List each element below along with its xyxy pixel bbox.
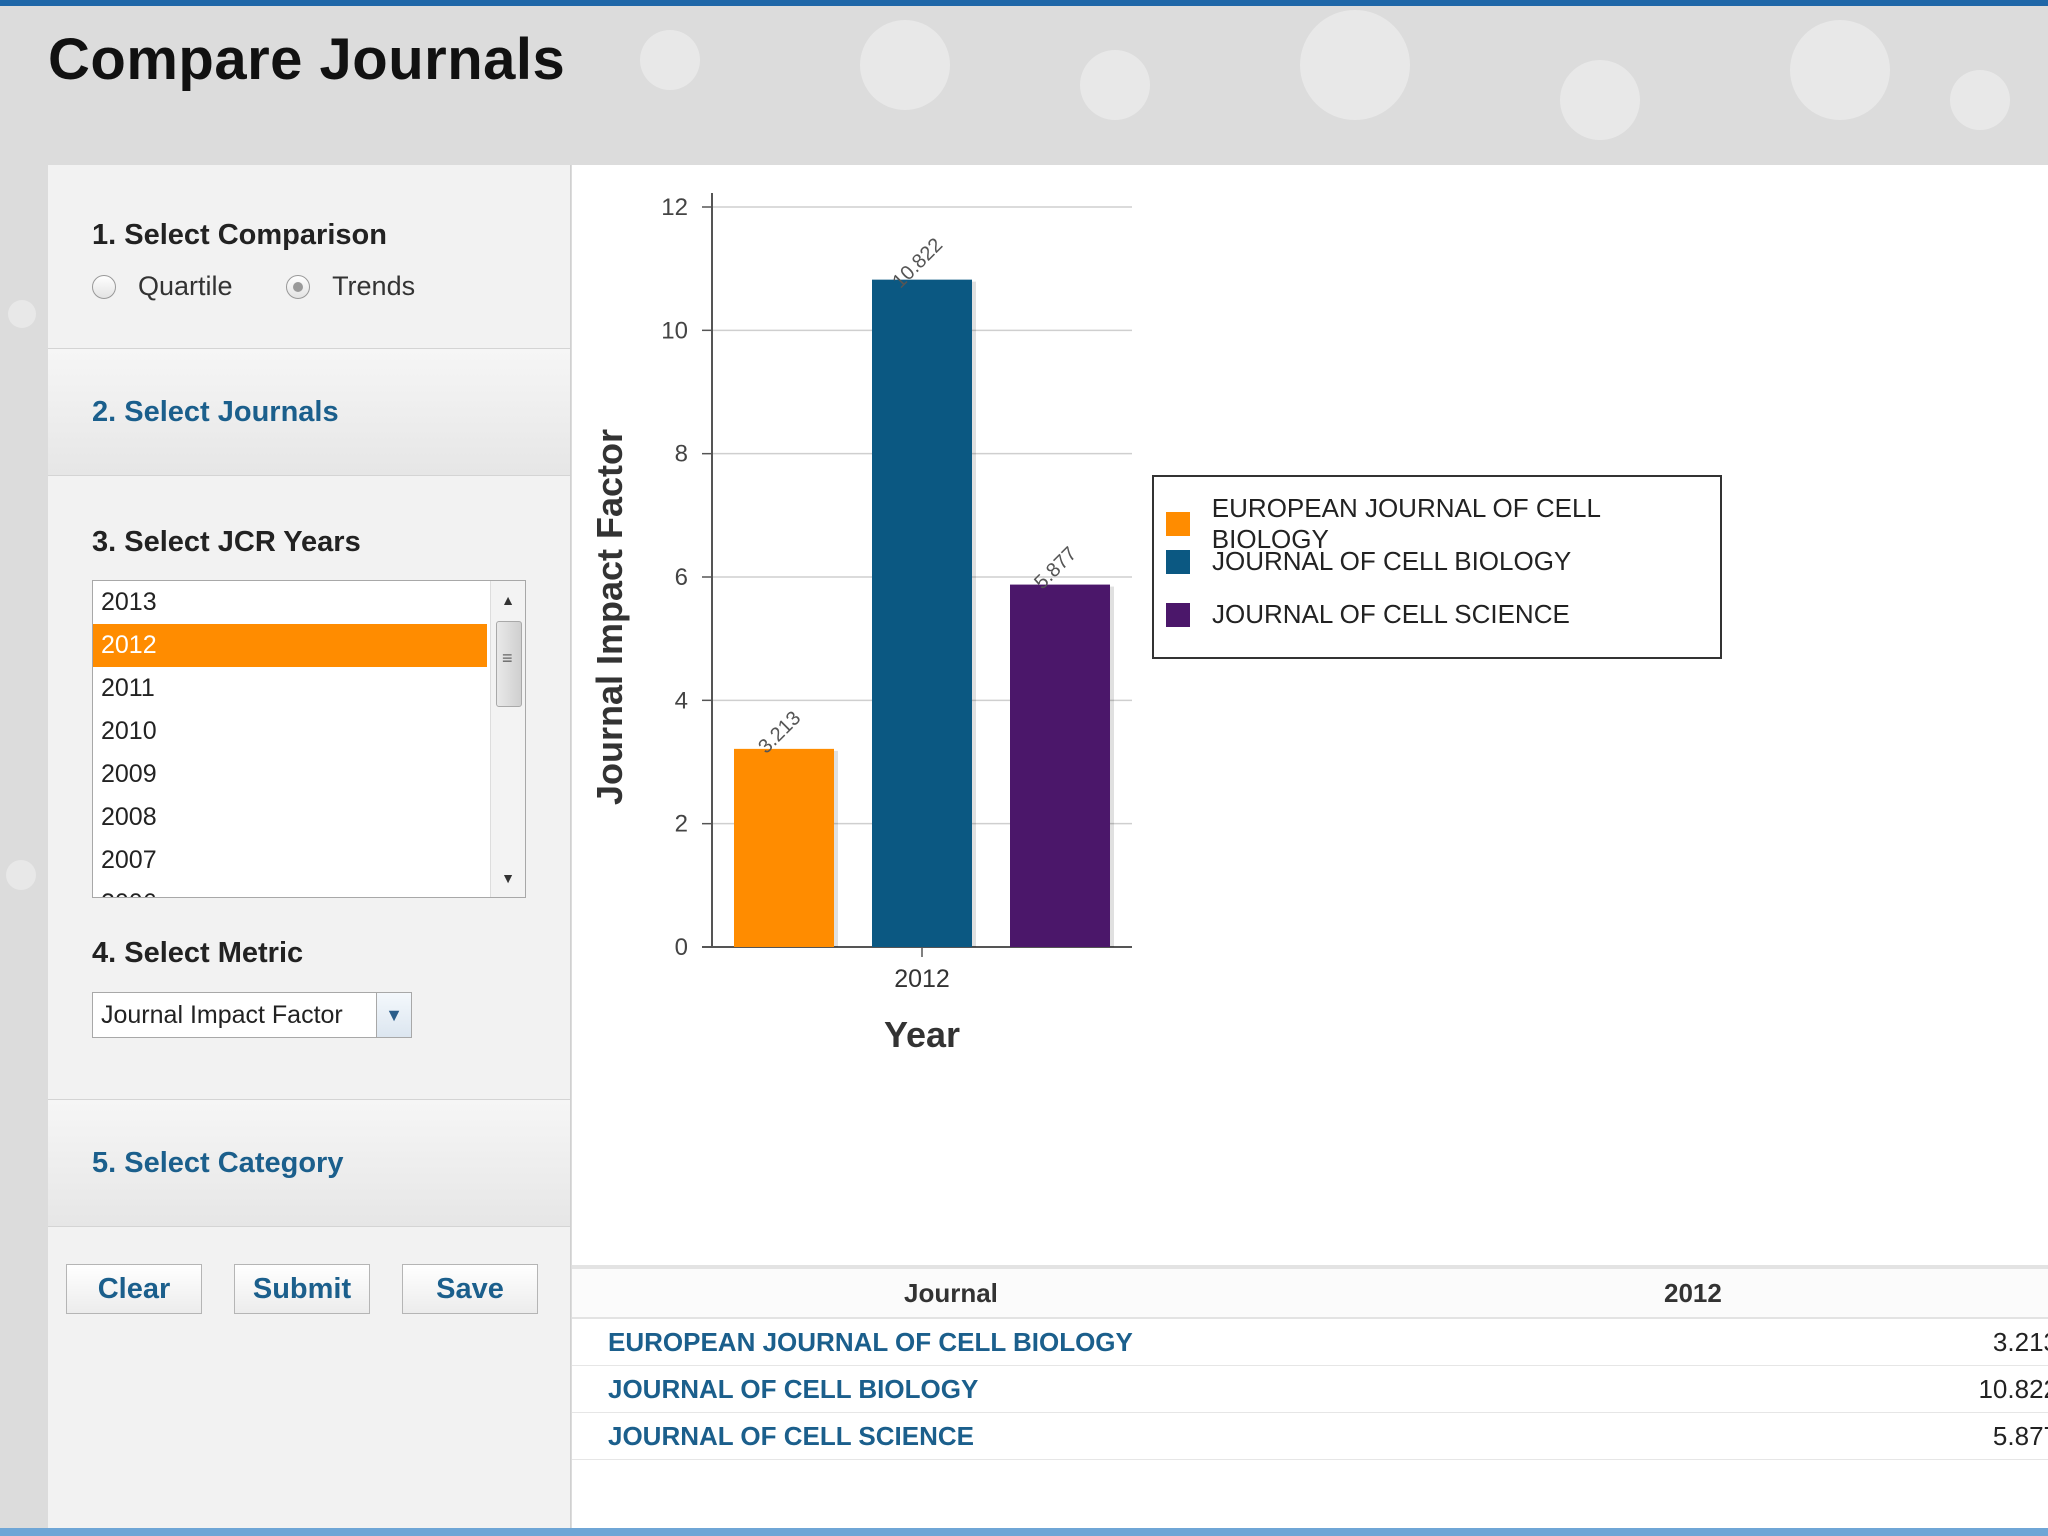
- options-panel: 1. Select Comparison Quartile Trends 2. …: [48, 165, 571, 1528]
- scroll-up-arrow-icon[interactable]: ▲: [501, 592, 515, 608]
- select-journals-link[interactable]: 2. Select Journals: [92, 396, 339, 428]
- select-category-section[interactable]: 5. Select Category: [48, 1099, 570, 1227]
- radio-quartile-dot[interactable]: [92, 274, 116, 299]
- legend-item: JOURNAL OF CELL SCIENCE: [1166, 599, 1570, 630]
- metric-select-value: Journal Impact Factor: [101, 1001, 343, 1029]
- table-header: Journal 2012: [572, 1265, 2048, 1319]
- header-journal: Journal: [904, 1278, 998, 1308]
- bar: [1010, 584, 1110, 947]
- submit-button[interactable]: Submit: [234, 1264, 370, 1314]
- legend-label: JOURNAL OF CELL BIOLOGY: [1212, 546, 1572, 576]
- y-tick-label: 4: [675, 687, 688, 714]
- select-years-title: 3. Select JCR Years: [92, 526, 361, 558]
- legend-swatch: [1166, 549, 1190, 574]
- select-journals-section[interactable]: 2. Select Journals: [48, 348, 570, 476]
- year-option-2009[interactable]: 2009: [101, 760, 157, 788]
- y-tick-label: 12: [661, 194, 688, 221]
- impact-factor-bar-chart: 0246810123.21310.8225.8772012YearJournal…: [589, 193, 1132, 1055]
- y-axis-title: Journal Impact Factor: [589, 429, 630, 805]
- y-tick-label: 2: [675, 811, 688, 838]
- year-option-2008[interactable]: 2008: [101, 803, 157, 831]
- year-option-2011[interactable]: 2011: [101, 674, 155, 702]
- impact-factor-value: 10.822: [1978, 1374, 2048, 1404]
- clear-button[interactable]: Clear: [66, 1264, 202, 1314]
- page-title: Compare Journals: [48, 27, 566, 92]
- journal-link[interactable]: EUROPEAN JOURNAL OF CELL BIOLOGY: [608, 1327, 1133, 1357]
- select-metric-title: 4. Select Metric: [92, 937, 304, 969]
- table-row: JOURNAL OF CELL BIOLOGY 10.822: [572, 1366, 2048, 1413]
- save-button[interactable]: Save: [402, 1264, 538, 1314]
- top-accent-bar: [0, 0, 2048, 6]
- chevron-down-icon[interactable]: ▼: [376, 993, 411, 1037]
- select-comparison-title: 1. Select Comparison: [92, 219, 387, 251]
- table-body: EUROPEAN JOURNAL OF CELL BIOLOGY 3.213 JOU…: [572, 1319, 2048, 1460]
- legend-label: EUROPEAN JOURNAL OF CELL BIOLOGY: [1211, 493, 1600, 554]
- y-tick-label: 10: [661, 317, 688, 344]
- select-comparison-section: 1. Select Comparison Quartile Trends: [48, 165, 570, 347]
- year-option-2013[interactable]: 2013: [101, 588, 157, 616]
- bar: [734, 748, 834, 947]
- radio-quartile-label: Quartile: [138, 271, 233, 301]
- year-option-2012[interactable]: 2012: [93, 624, 487, 667]
- journal-link[interactable]: JOURNAL OF CELL BIOLOGY: [608, 1374, 979, 1404]
- radio-trends[interactable]: Trends: [286, 271, 415, 302]
- table-row: JOURNAL OF CELL SCIENCE 5.877: [572, 1413, 2048, 1460]
- bottom-accent-bar: [0, 1528, 2048, 1536]
- x-tick-label: 2012: [894, 965, 950, 993]
- listbox-scrollbar[interactable]: ▲ ▼: [490, 581, 525, 897]
- x-axis-title: Year: [884, 1014, 960, 1055]
- legend-swatch: [1166, 512, 1190, 536]
- radio-quartile[interactable]: Quartile: [92, 271, 233, 302]
- impact-factor-value: 3.213: [1992, 1327, 2048, 1357]
- legend-swatch: [1166, 602, 1190, 627]
- bar: [872, 279, 972, 948]
- y-tick-label: 6: [675, 564, 688, 591]
- table-row: EUROPEAN JOURNAL OF CELL BIOLOGY 3.213: [572, 1319, 2048, 1366]
- scroll-thumb[interactable]: [496, 621, 522, 707]
- legend-item: JOURNAL OF CELL BIOLOGY: [1166, 546, 1571, 577]
- radio-trends-dot[interactable]: [286, 274, 311, 299]
- select-category-link[interactable]: 5. Select Category: [92, 1147, 344, 1179]
- year-option-2006[interactable]: 2006: [93, 882, 487, 897]
- year-option-2007[interactable]: 2007: [101, 846, 157, 874]
- y-tick-label: 8: [675, 441, 688, 468]
- header-year: 2012: [1664, 1278, 1722, 1308]
- results-table: Journal 2012 EUROPEAN JOURNAL OF CELL BI…: [572, 1265, 2048, 1460]
- jcr-years-listbox[interactable]: 2013 2012 2011 2010 2009 2008 2007 2006 ▲ ▼: [92, 580, 526, 898]
- scroll-down-arrow-icon[interactable]: ▼: [501, 870, 515, 886]
- comparison-radio-group: Quartile Trends: [92, 271, 461, 306]
- journal-link[interactable]: JOURNAL OF CELL SCIENCE: [608, 1421, 974, 1451]
- year-option-2010[interactable]: 2010: [101, 717, 157, 745]
- results-panel: 0 2 4 6 8 10 12 3.213 10.822 5.877 2012 Year Journal…: [572, 165, 2048, 1528]
- y-tick-label: 0: [675, 934, 688, 961]
- select-years-section: [48, 475, 570, 476]
- metric-select[interactable]: Journal Impact Factor ▼: [92, 992, 412, 1038]
- impact-factor-value: 5.877: [1992, 1421, 2048, 1451]
- radio-trends-label: Trends: [332, 271, 416, 301]
- jcr-years-list: 2013 2012 2011 2010 2009 2008 2007 2006: [93, 581, 487, 897]
- legend-label: JOURNAL OF CELL SCIENCE: [1212, 599, 1570, 629]
- chart-legend: EUROPEAN JOURNAL OF CELL BIOLOGY JOURNAL …: [1152, 475, 1722, 659]
- legend-item: EUROPEAN JOURNAL OF CELL BIOLOGY: [1166, 493, 1720, 555]
